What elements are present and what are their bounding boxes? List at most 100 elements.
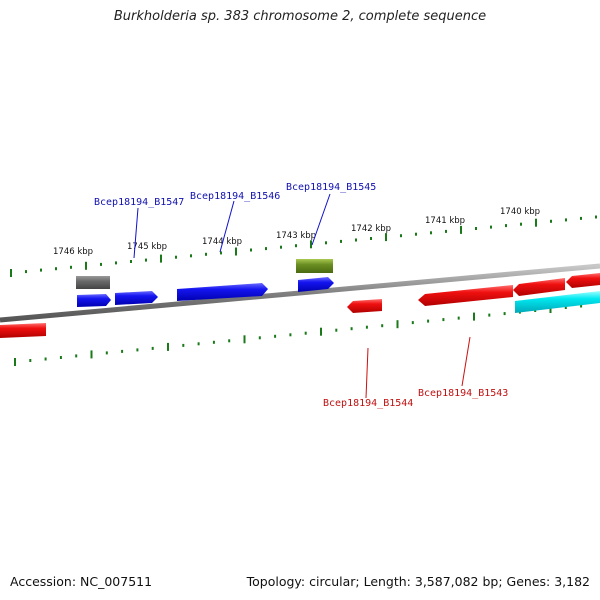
- minor-tick: [274, 334, 277, 338]
- minor-tick: [415, 232, 417, 236]
- minor-tick: [295, 244, 297, 248]
- minor-tick: [427, 319, 430, 323]
- gene-arrow-reverse[interactable]: [0, 323, 46, 338]
- minor-tick: [445, 229, 447, 233]
- major-tick: [310, 240, 312, 249]
- label-leader: [219, 200, 235, 253]
- minor-tick: [490, 225, 492, 229]
- minor-tick: [564, 306, 567, 309]
- scale-label: 1743 kbp: [276, 231, 316, 241]
- minor-tick: [565, 218, 567, 222]
- minor-tick: [520, 222, 522, 226]
- major-tick: [167, 342, 169, 351]
- label-leader: [311, 193, 331, 246]
- major-tick: [85, 261, 87, 270]
- minor-tick: [258, 336, 261, 340]
- label-leader: [133, 207, 139, 259]
- outer-scale-ticks: [10, 215, 597, 277]
- minor-tick: [100, 262, 102, 266]
- major-tick: [320, 327, 322, 336]
- gene-arrow-reverse[interactable]: [513, 278, 565, 296]
- minor-tick: [280, 245, 282, 249]
- minor-tick: [175, 255, 177, 259]
- minor-tick: [304, 331, 307, 335]
- minor-tick: [40, 268, 42, 272]
- minor-tick: [365, 325, 368, 329]
- minor-tick: [430, 231, 432, 235]
- minor-tick: [228, 339, 231, 343]
- minor-tick: [212, 340, 215, 344]
- chromosome-backbone: [0, 263, 600, 323]
- minor-tick: [145, 258, 147, 262]
- minor-tick: [75, 354, 78, 358]
- gene-label-bcep18194-b1545[interactable]: Bcep18194_B1545: [286, 182, 376, 193]
- minor-tick: [325, 241, 327, 245]
- minor-tick: [59, 356, 62, 359]
- major-tick: [235, 247, 237, 256]
- minor-tick: [105, 351, 108, 355]
- major-tick: [243, 335, 246, 344]
- rna-feature[interactable]: [515, 291, 600, 313]
- gene-arrow-forward[interactable]: [115, 291, 158, 305]
- pseudogene-feature[interactable]: [76, 276, 110, 289]
- gene-arrow-bcep18194-b1546[interactable]: [177, 283, 268, 301]
- major-tick: [460, 225, 462, 234]
- gene-label-bcep18194-b1543[interactable]: Bcep18194_B1543: [418, 388, 508, 399]
- minor-tick: [25, 270, 27, 274]
- gene-arrow-reverse[interactable]: [566, 273, 600, 288]
- major-tick: [160, 254, 162, 263]
- scale-label: 1741 kbp: [425, 216, 465, 226]
- major-tick: [549, 305, 552, 313]
- minor-tick: [350, 327, 353, 331]
- minor-tick: [289, 333, 292, 337]
- minor-tick: [505, 224, 507, 228]
- minor-tick: [250, 248, 252, 252]
- scale-label: 1740 kbp: [500, 207, 540, 217]
- gene-label-bcep18194-b1546[interactable]: Bcep18194_B1546: [190, 191, 280, 202]
- minor-tick: [370, 237, 372, 240]
- minor-tick: [580, 304, 583, 308]
- minor-tick: [121, 349, 124, 353]
- gene-arrow-bcep18194-b1544[interactable]: [347, 299, 382, 313]
- gene-label-bcep18194-b1544[interactable]: Bcep18194_B1544: [323, 398, 413, 409]
- other-feature[interactable]: [296, 259, 333, 273]
- minor-tick: [335, 328, 338, 332]
- minor-tick: [265, 247, 267, 251]
- minor-tick: [595, 215, 597, 219]
- minor-tick: [130, 260, 132, 263]
- gene-arrow-bcep18194-b1543[interactable]: [418, 285, 513, 306]
- inner-scale-ticks: [14, 304, 583, 366]
- major-tick: [535, 218, 537, 227]
- minor-tick: [580, 216, 582, 220]
- label-leader: [365, 347, 369, 399]
- major-tick: [90, 350, 93, 359]
- label-leader: [461, 336, 471, 387]
- minor-tick: [550, 219, 552, 223]
- scale-label: 1745 kbp: [127, 242, 167, 252]
- minor-tick: [411, 321, 414, 325]
- gene-label-bcep18194-b1547[interactable]: Bcep18194_B1547: [94, 197, 184, 208]
- minor-tick: [55, 267, 57, 271]
- scale-label: 1746 kbp: [53, 247, 93, 257]
- minor-tick: [475, 227, 477, 230]
- gene-arrow-bcep18194-b1545[interactable]: [298, 277, 334, 292]
- scale-label: 1742 kbp: [351, 224, 391, 234]
- minor-tick: [457, 316, 460, 320]
- minor-tick: [400, 234, 402, 238]
- gene-arrow-bcep18194-b1547[interactable]: [77, 294, 111, 307]
- major-tick: [10, 269, 12, 277]
- major-tick: [396, 320, 399, 329]
- minor-tick: [182, 343, 185, 347]
- map-title: Burkholderia sp. 383 chromosome 2, compl…: [113, 9, 487, 24]
- minor-tick: [115, 261, 117, 265]
- major-tick: [385, 233, 387, 242]
- minor-tick: [220, 251, 222, 255]
- major-tick: [473, 312, 475, 321]
- minor-tick: [151, 346, 154, 350]
- major-tick: [14, 358, 16, 366]
- minor-tick: [190, 254, 192, 258]
- minor-tick: [70, 265, 72, 269]
- minor-tick: [488, 313, 491, 317]
- minor-tick: [136, 348, 139, 352]
